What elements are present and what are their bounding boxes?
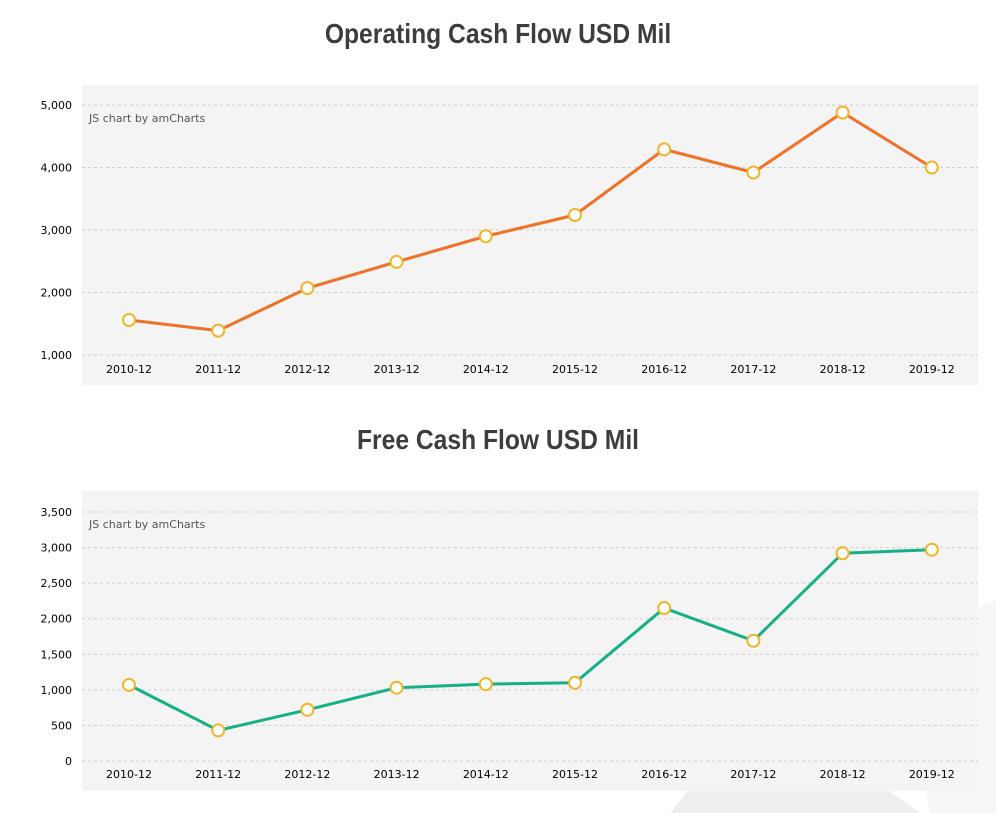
x-tick-label: 2016-12: [641, 768, 687, 781]
data-point-2017-12[interactable]: [746, 633, 761, 648]
data-point-2010-12[interactable]: [122, 313, 136, 327]
data-point-2012-12[interactable]: [300, 281, 315, 296]
x-tick-label: 2019-12: [909, 363, 955, 376]
y-tick-label: 3,000: [41, 542, 73, 555]
y-tick-label: 1,000: [41, 349, 73, 362]
x-tick-label: 2018-12: [820, 363, 866, 376]
series-line: [128, 548, 932, 732]
data-point-2012-12[interactable]: [300, 702, 315, 717]
plot-area: [82, 491, 978, 791]
data-point-2016-12[interactable]: [657, 601, 672, 616]
x-tick-label: 2018-12: [820, 768, 866, 781]
chart-2: 0 500 1,000 1,500 2,000 2,500 3,000 3,500 JS cha…: [41, 491, 978, 791]
x-tick-label: 2011-12: [195, 363, 241, 376]
y-tick-label: 0: [65, 755, 72, 768]
chart-credit: JS chart by amCharts: [88, 518, 205, 531]
chart-credit: JS chart by amCharts: [88, 112, 205, 125]
x-tick-label: 2013-12: [374, 768, 420, 781]
x-tick-label: 2014-12: [463, 363, 509, 376]
x-tick-label: 2010-12: [106, 363, 152, 376]
plot-area: [82, 85, 978, 385]
x-tick-label: 2010-12: [106, 768, 152, 781]
data-point-2019-12[interactable]: [924, 542, 939, 557]
series-line: [128, 111, 933, 333]
y-tick-label: 3,500: [41, 506, 73, 519]
data-point-2018-12[interactable]: [835, 105, 850, 120]
x-tick-label: 2019-12: [909, 768, 955, 781]
y-tick-label: 500: [51, 719, 72, 732]
y-tick-label: 3,000: [41, 224, 73, 237]
y-tick-label: 4,000: [41, 162, 73, 175]
x-tick-label: 2015-12: [552, 768, 598, 781]
data-point-2011-12[interactable]: [211, 723, 226, 738]
y-tick-label: 1,000: [41, 684, 73, 697]
data-point-2010-12[interactable]: [122, 677, 136, 692]
data-point-2015-12[interactable]: [568, 208, 582, 222]
data-point-2013-12[interactable]: [389, 680, 404, 695]
x-tick-label: 2015-12: [552, 363, 598, 376]
x-tick-label: 2017-12: [730, 363, 776, 376]
x-tick-label: 2012-12: [284, 768, 330, 781]
x-tick-label: 2014-12: [463, 768, 509, 781]
y-tick-label: 2,000: [41, 287, 73, 300]
data-point-2017-12[interactable]: [746, 165, 761, 180]
chart-title-operating-cash-flow: Operating Cash Flow USD Mil: [324, 18, 672, 49]
data-point-2015-12[interactable]: [568, 675, 582, 690]
data-point-2014-12[interactable]: [478, 229, 493, 244]
data-point-2016-12[interactable]: [657, 142, 672, 157]
y-tick-label: 2,000: [41, 613, 73, 626]
x-tick-label: 2017-12: [730, 768, 776, 781]
y-tick-label: 1,500: [41, 648, 73, 661]
data-point-2014-12[interactable]: [478, 677, 493, 692]
x-tick-label: 2016-12: [641, 363, 687, 376]
data-point-2018-12[interactable]: [835, 546, 850, 561]
y-tick-label: 5,000: [41, 99, 73, 112]
x-tick-label: 2012-12: [284, 363, 330, 376]
chart-title-free-cash-flow: Free Cash Flow USD Mil: [356, 424, 640, 455]
x-tick-label: 2011-12: [195, 768, 241, 781]
data-point-2013-12[interactable]: [389, 254, 404, 269]
x-tick-label: 2013-12: [374, 363, 420, 376]
chart-1: 1,000 2,000 3,000 4,000 5,000 JS chart by amC…: [41, 85, 978, 385]
y-tick-label: 2,500: [41, 577, 73, 590]
data-point-2019-12[interactable]: [924, 160, 939, 175]
data-point-2011-12[interactable]: [211, 323, 226, 338]
